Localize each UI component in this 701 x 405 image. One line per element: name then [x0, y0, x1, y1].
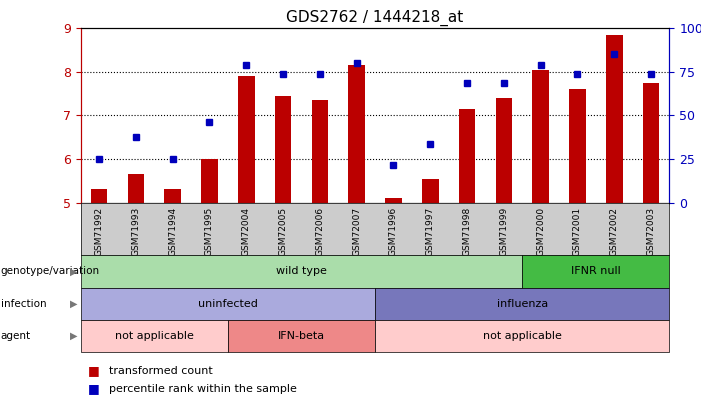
Text: not applicable: not applicable	[483, 331, 562, 341]
Text: GSM71999: GSM71999	[499, 207, 508, 256]
Text: GSM72000: GSM72000	[536, 207, 545, 256]
Bar	[522, 255, 669, 288]
Bar	[606, 35, 622, 202]
Text: ▶: ▶	[69, 299, 77, 309]
Bar	[90, 190, 107, 202]
Bar	[375, 320, 669, 352]
Text: GSM72001: GSM72001	[573, 207, 582, 256]
Text: GSM72006: GSM72006	[315, 207, 325, 256]
Bar	[496, 98, 512, 202]
Text: ■: ■	[88, 382, 100, 395]
Text: uninfected: uninfected	[198, 299, 258, 309]
Title: GDS2762 / 1444218_at: GDS2762 / 1444218_at	[287, 9, 463, 26]
Bar	[275, 96, 292, 202]
Text: GSM71998: GSM71998	[463, 207, 472, 256]
Bar	[81, 255, 522, 288]
Text: ▶: ▶	[69, 331, 77, 341]
Text: GSM72005: GSM72005	[278, 207, 287, 256]
Bar	[385, 198, 402, 202]
Text: influenza: influenza	[496, 299, 548, 309]
Text: IFNR null: IFNR null	[571, 266, 620, 276]
Text: GSM72002: GSM72002	[610, 207, 619, 256]
Text: infection: infection	[1, 299, 46, 309]
Text: GSM71996: GSM71996	[389, 207, 398, 256]
Text: GSM71995: GSM71995	[205, 207, 214, 256]
Text: wild type: wild type	[276, 266, 327, 276]
Bar	[569, 90, 586, 202]
Text: IFN-beta: IFN-beta	[278, 331, 325, 341]
Bar	[228, 320, 375, 352]
Text: GSM72007: GSM72007	[352, 207, 361, 256]
Text: GSM71992: GSM71992	[95, 207, 104, 256]
Text: GSM72003: GSM72003	[646, 207, 655, 256]
Text: GSM71993: GSM71993	[131, 207, 140, 256]
Text: percentile rank within the sample: percentile rank within the sample	[109, 384, 297, 394]
Bar	[458, 109, 475, 202]
Bar	[164, 190, 181, 202]
Text: GSM71997: GSM71997	[426, 207, 435, 256]
Text: genotype/variation: genotype/variation	[1, 266, 100, 276]
Bar	[643, 83, 660, 202]
Bar	[81, 320, 228, 352]
Bar	[532, 70, 549, 202]
Bar	[311, 100, 328, 202]
Bar	[201, 159, 218, 202]
Text: transformed count: transformed count	[109, 366, 212, 375]
Text: agent: agent	[1, 331, 31, 341]
Bar	[375, 288, 669, 320]
Bar	[422, 179, 439, 202]
Text: ▶: ▶	[69, 266, 77, 276]
Bar	[128, 174, 144, 202]
Bar	[238, 76, 254, 202]
Text: GSM72004: GSM72004	[242, 207, 251, 256]
Text: not applicable: not applicable	[115, 331, 193, 341]
Text: ■: ■	[88, 364, 100, 377]
Bar	[81, 288, 375, 320]
Bar	[348, 65, 365, 202]
Text: GSM71994: GSM71994	[168, 207, 177, 256]
